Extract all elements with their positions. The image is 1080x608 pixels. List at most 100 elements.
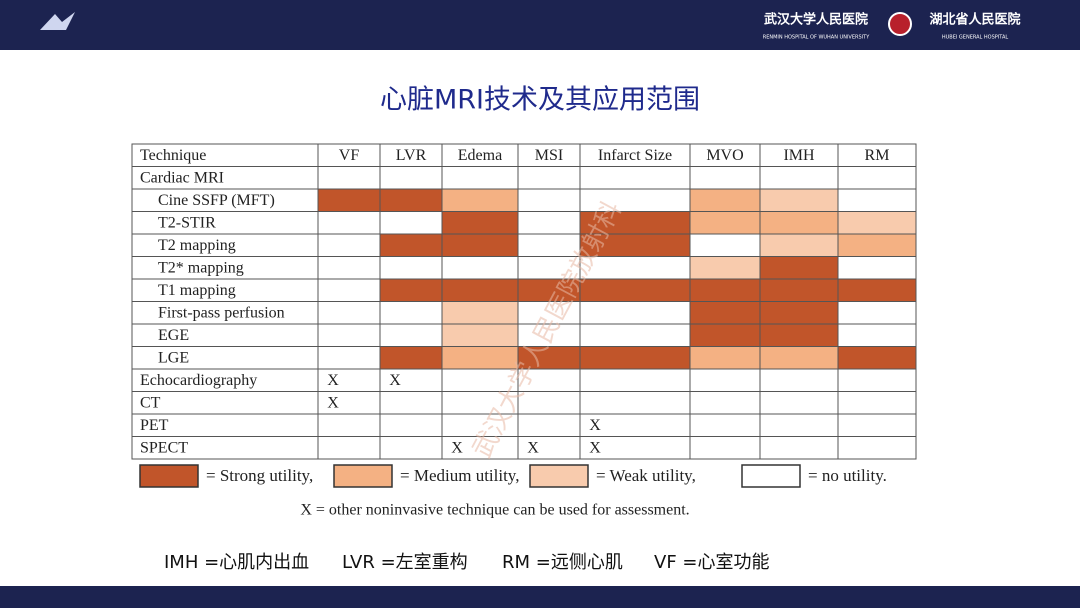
utility-cell <box>379 233 443 257</box>
cell-mark: X <box>389 372 401 389</box>
logo-bird <box>40 12 75 30</box>
utility-cell <box>689 368 761 392</box>
utility-cell <box>759 323 839 347</box>
cell-mark: X <box>327 372 339 389</box>
row-label: T1 mapping <box>158 282 236 299</box>
utility-cell <box>441 256 519 280</box>
utility-cell <box>689 346 761 370</box>
utility-cell <box>317 256 381 280</box>
utility-cell <box>441 278 519 302</box>
utility-cell <box>759 301 839 325</box>
utility-cell <box>689 256 761 280</box>
utility-table: Technique VF LVR Edema MSI Infarct Size MVO IMH… <box>131 143 917 460</box>
utility-cell <box>759 188 839 212</box>
column-header: LVR <box>396 147 427 164</box>
column-header: MVO <box>706 147 743 164</box>
utility-cell <box>517 166 581 190</box>
legend-label: = no utility. <box>808 466 887 485</box>
utility-cell <box>689 166 761 190</box>
utility-cell <box>689 278 761 302</box>
utility-cell <box>759 256 839 280</box>
row-label: T2 mapping <box>158 237 236 254</box>
utility-cell <box>837 256 917 280</box>
utility-cell <box>441 323 519 347</box>
utility-cell <box>317 323 381 347</box>
cell-mark: X <box>527 439 539 456</box>
utility-cell <box>689 391 761 415</box>
utility-cell <box>579 301 691 325</box>
utility-cell <box>579 278 691 302</box>
utility-cell <box>689 301 761 325</box>
utility-cell <box>689 188 761 212</box>
row-label: T2* mapping <box>158 259 244 276</box>
column-header: Technique <box>140 147 206 164</box>
utility-cell <box>379 188 443 212</box>
row-label: PET <box>140 417 169 434</box>
utility-cell <box>689 436 761 460</box>
utility-cell <box>759 368 839 392</box>
utility-cell <box>379 278 443 302</box>
column-header: Infarct Size <box>598 147 672 164</box>
row-label: LGE <box>158 349 189 366</box>
abbreviation: RM =远侧心肌 <box>502 552 623 573</box>
utility-cell <box>441 233 519 257</box>
utility-cell <box>441 211 519 235</box>
utility-cell <box>441 301 519 325</box>
row-label: First-pass perfusion <box>158 304 285 321</box>
row-label: Cine SSFP (MFT) <box>158 192 275 209</box>
row-label: EGE <box>158 327 189 344</box>
utility-cell <box>317 436 381 460</box>
utility-cell <box>379 166 443 190</box>
abbreviation: LVR =左室重构 <box>342 552 468 573</box>
utility-cell <box>379 256 443 280</box>
utility-cell <box>837 188 917 212</box>
utility-cell <box>441 188 519 212</box>
utility-cell <box>837 413 917 437</box>
hospital-name: 湖北省人民医院 <box>929 12 1020 28</box>
row-label: SPECT <box>140 439 188 456</box>
row-label: Cardiac MRI <box>140 169 224 186</box>
top-banner <box>0 0 1080 50</box>
utility-cell <box>517 413 581 437</box>
slide-title: 心脏MRI技术及其应用范围 <box>380 85 700 116</box>
utility-cell <box>759 391 839 415</box>
utility-cell <box>837 301 917 325</box>
cell-mark: X <box>451 439 463 456</box>
legend-note: X = other noninvasive technique can be u… <box>300 502 689 519</box>
utility-cell <box>759 436 839 460</box>
utility-cell <box>379 211 443 235</box>
utility-cell <box>517 211 581 235</box>
column-header: VF <box>339 147 360 164</box>
utility-cell <box>379 391 443 415</box>
row-label: T2-STIR <box>158 214 216 231</box>
utility-cell <box>837 436 917 460</box>
abbreviations: IMH =心肌内出血 LVR =左室重构 RM =远侧心肌 VF =心室功能 <box>164 552 769 573</box>
abbreviation: IMH =心肌内出血 <box>164 552 309 573</box>
utility-cell <box>379 323 443 347</box>
hospital-name: 武汉大学人民医院 <box>764 12 868 28</box>
utility-cell <box>689 233 761 257</box>
utility-cell <box>837 233 917 257</box>
utility-cell <box>837 211 917 235</box>
legend-swatch <box>529 464 589 488</box>
utility-cell <box>379 413 443 437</box>
utility-cell <box>441 346 519 370</box>
row-label: CT <box>140 394 161 411</box>
utility-cell <box>317 211 381 235</box>
column-header: MSI <box>535 147 563 164</box>
column-header: Edema <box>458 147 502 164</box>
utility-cell <box>579 391 691 415</box>
utility-cell <box>317 413 381 437</box>
hospital-name-en: HUBEI GENERAL HOSPITAL <box>942 35 1009 41</box>
utility-cell <box>759 278 839 302</box>
legend-swatch <box>741 464 801 488</box>
utility-cell <box>837 323 917 347</box>
utility-cell <box>579 166 691 190</box>
utility-cell <box>837 391 917 415</box>
column-header: RM <box>865 147 890 164</box>
hospital-emblem <box>888 12 912 36</box>
utility-cell <box>379 346 443 370</box>
utility-cell <box>317 346 381 370</box>
utility-cell <box>579 323 691 347</box>
